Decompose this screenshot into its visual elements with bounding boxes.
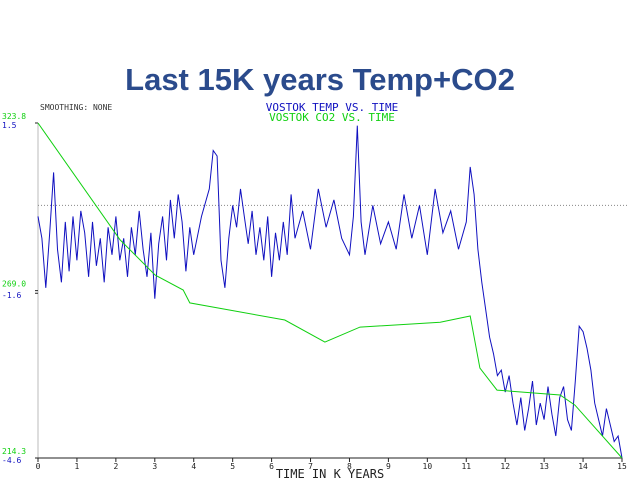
x-tick-label: 6 [269,462,274,471]
y2-tick-label: 323.8 [2,112,26,121]
x-tick-label: 11 [461,462,471,471]
y-tick-label: -1.6 [2,291,21,300]
x-tick-label: 13 [539,462,549,471]
x-tick-label: 2 [113,462,118,471]
x-tick-label: 5 [230,462,235,471]
x-tick-label: 4 [191,462,196,471]
chart-title: Last 15K years Temp+CO2 [125,62,515,97]
y-tick-label: 1.5 [2,121,17,130]
x-tick-label: 14 [578,462,588,471]
y-tick-label: -4.6 [2,456,21,465]
subtitle: SMOOTHING: NONE [40,103,112,112]
x-tick-label: 9 [386,462,391,471]
x-tick-label: 7 [308,462,313,471]
x-tick-label: 15 [617,462,627,471]
x-tick-label: 10 [423,462,433,471]
y2-tick-label: 269.0 [2,280,26,289]
x-tick-label: 3 [152,462,157,471]
legend-entry: VOSTOK TEMP VS. TIME [266,101,398,114]
x-tick-label: 0 [36,462,41,471]
x-tick-label: 1 [75,462,80,471]
x-tick-label: 12 [500,462,510,471]
series-line [37,122,623,459]
x-tick-label: 8 [347,462,352,471]
y2-tick-label: 214.3 [2,447,26,456]
legend-entry: VOSTOK CO2 VS. TIME [269,111,395,124]
series-line [37,125,623,459]
x-axis-label: TIME IN K YEARS [276,467,384,480]
